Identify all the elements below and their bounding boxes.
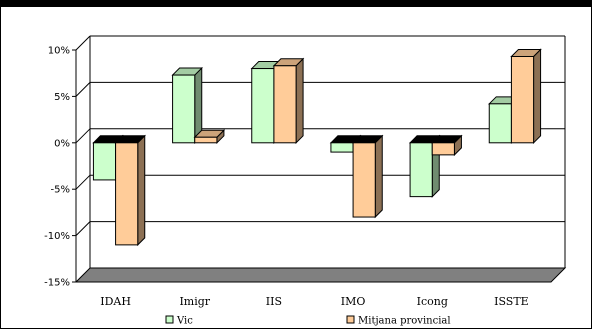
bar-imo-provincial bbox=[351, 134, 384, 219]
grid-side-line bbox=[75, 128, 91, 144]
x-tick-label: IDAH bbox=[100, 295, 131, 308]
x-tick-label: ISSTE bbox=[494, 295, 529, 308]
floor bbox=[74, 267, 567, 283]
y-tick-label: 5% bbox=[54, 92, 70, 103]
y-axis: 10% 5% 0% -5% -10% -15% bbox=[44, 46, 77, 289]
bars bbox=[92, 48, 542, 247]
x-tick-label: Icong bbox=[417, 295, 448, 308]
legend-swatch bbox=[346, 315, 355, 324]
bar-icong-provincial bbox=[431, 134, 463, 157]
grid-side-line bbox=[75, 82, 91, 97]
x-axis: IDAH Imigr IIS IMO Icong ISSTE bbox=[100, 295, 528, 308]
chart-floor bbox=[74, 267, 567, 283]
y-tick-label: 0% bbox=[54, 138, 70, 149]
legend-swatch bbox=[165, 315, 174, 324]
x-tick-label: IIS bbox=[266, 295, 282, 308]
y-tick-label: -15% bbox=[44, 278, 70, 289]
bar-iis-provincial bbox=[272, 57, 305, 145]
bar-idah-provincial bbox=[114, 134, 146, 247]
top-title-strip bbox=[0, 0, 592, 6]
legend: Vic Mitjana provincial bbox=[165, 315, 451, 327]
bar-isste-provincial bbox=[510, 48, 542, 145]
y-tick-label: -10% bbox=[44, 231, 70, 242]
bar-imigr-provincial bbox=[193, 129, 226, 145]
legend-label: Mitjana provincial bbox=[358, 316, 451, 327]
grid-side-line bbox=[75, 221, 91, 236]
grid-lines bbox=[75, 35, 566, 268]
y-tick-label: 10% bbox=[48, 46, 70, 57]
grid-side-line bbox=[75, 174, 91, 190]
bar-imigr-vic bbox=[171, 66, 203, 145]
y-tick-label: -5% bbox=[51, 185, 70, 196]
grid-side-line bbox=[75, 35, 91, 51]
legend-item-provincial: Mitjana provincial bbox=[346, 315, 451, 327]
x-tick-label: Imigr bbox=[179, 295, 210, 308]
legend-item-vic: Vic bbox=[165, 315, 193, 327]
x-tick-label: IMO bbox=[341, 295, 366, 308]
legend-label: Vic bbox=[176, 316, 193, 327]
